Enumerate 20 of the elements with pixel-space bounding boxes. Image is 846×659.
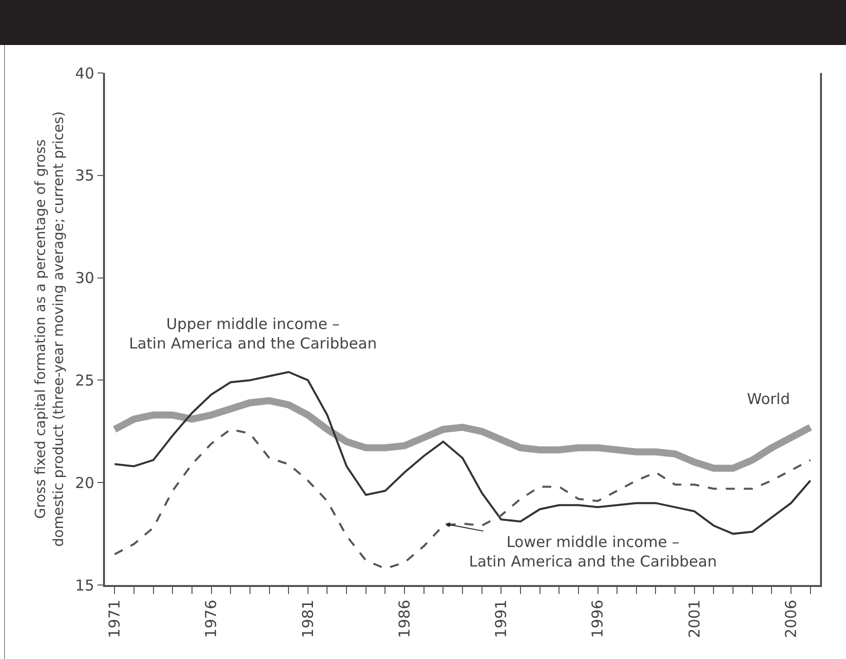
x-tick-label: 2006 [782,600,800,638]
x-tick-label: 1976 [202,600,220,638]
y-tick-label: 35 [75,166,94,185]
y-tick-label: 40 [75,64,94,82]
y-tick-label: 25 [75,371,94,390]
x-tick-label: 1986 [395,600,414,638]
y-axis-title: Gross fixed capital formation as a percentage of gross domestic product (three-year moving average; current prices) [33,111,68,547]
annotation: Upper middle income – Latin America and the Caribbean [129,315,377,352]
annotation: World [747,390,790,408]
y-tick-label: 20 [75,474,94,492]
x-tick-label: 2001 [685,600,704,638]
line-series [114,428,812,570]
x-tick-label: 1981 [298,600,317,638]
y-tick-label: 15 [75,576,94,594]
x-tick-label: 1991 [492,600,510,638]
annotation: Lower middle income – Latin America and the Caribbean [469,533,717,570]
line-series [114,371,812,535]
x-tick-label: 1996 [588,600,607,638]
y-tick-label: 30 [75,269,94,288]
x-tick-label: 1971 [106,600,124,638]
